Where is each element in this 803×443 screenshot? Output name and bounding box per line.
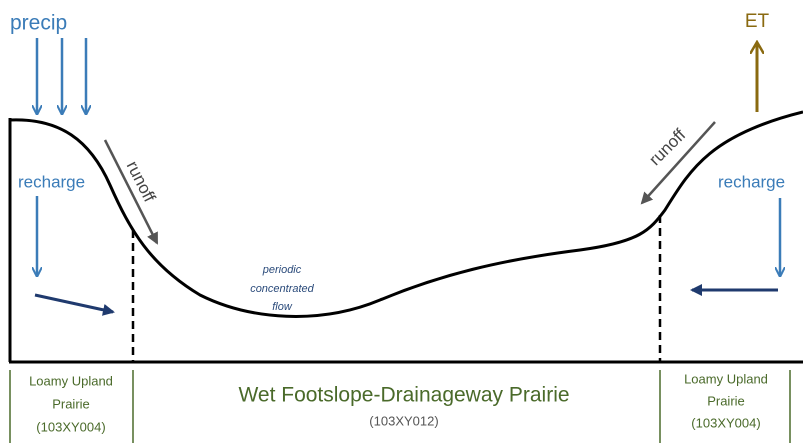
- zone-label: Prairie: [707, 393, 745, 408]
- zone-label: (103XY004): [36, 419, 105, 434]
- flow-label: flow: [272, 301, 293, 313]
- zone-name: Wet Footslope-Drainageway Prairie: [238, 384, 569, 407]
- zone-code: (103XY012): [369, 413, 438, 428]
- precip-label: precip: [10, 12, 67, 35]
- land-surface: [9, 110, 803, 318]
- flow-label: concentrated: [250, 283, 314, 295]
- zone-label: Loamy Upland: [684, 371, 768, 386]
- runoff-arrows: [103, 121, 716, 245]
- zone-label: (103XY004): [691, 415, 760, 430]
- recharge-label: recharge: [718, 172, 785, 191]
- zone-borders: [9, 370, 791, 443]
- zone-label: Prairie: [52, 396, 90, 411]
- et-label: ET: [745, 11, 770, 32]
- precip-arrows: [37, 38, 780, 275]
- runoff-label: runoff: [645, 125, 689, 169]
- recharge-label: recharge: [18, 172, 85, 191]
- zone-dividers: [131, 215, 662, 362]
- frame: [8, 118, 803, 364]
- runoff-label: runoff: [123, 158, 160, 205]
- zone-label: Loamy Upland: [29, 373, 113, 388]
- subsurface-arrows: [34, 284, 778, 316]
- flow-label: periodic: [262, 264, 302, 276]
